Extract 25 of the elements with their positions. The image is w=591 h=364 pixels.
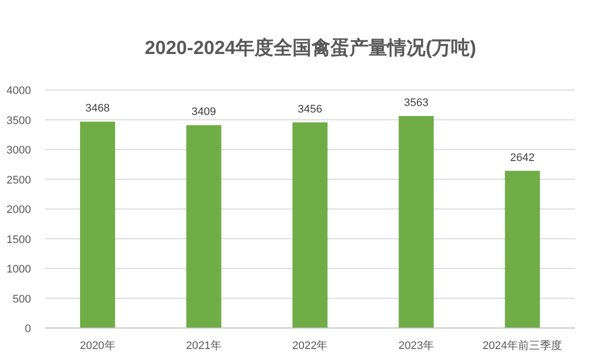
y-tick-label: 1000 (6, 264, 31, 276)
y-tick-label: 500 (12, 293, 31, 306)
x-tick-label: 2020年 (80, 340, 116, 352)
data-label: 3468 (85, 102, 110, 115)
data-label: 3409 (192, 106, 216, 118)
data-label: 3563 (404, 97, 428, 109)
chart-title: 2020-2024年度全国禽蛋产量情况(万吨) (144, 37, 476, 59)
data-label: 3456 (298, 103, 322, 116)
bar (292, 122, 328, 328)
y-tick-label: 3000 (6, 144, 31, 156)
bar (398, 116, 434, 328)
y-tick-label: 4000 (6, 85, 31, 97)
x-tick-label: 2021年 (186, 340, 222, 352)
y-tick-label: 0 (24, 323, 31, 335)
data-label: 2642 (510, 152, 535, 164)
y-tick-label: 1500 (6, 234, 31, 246)
y-tick-label: 3500 (6, 114, 31, 127)
x-tick-label: 2023年 (398, 340, 434, 352)
x-tick-label: 2024年前三季度 (482, 339, 562, 352)
y-tick-label: 2000 (6, 204, 31, 216)
x-tick-label: 2022年 (292, 340, 328, 352)
bar (186, 125, 222, 328)
y-tick-label: 2500 (6, 174, 31, 186)
bar (504, 170, 540, 328)
bar (80, 122, 116, 328)
